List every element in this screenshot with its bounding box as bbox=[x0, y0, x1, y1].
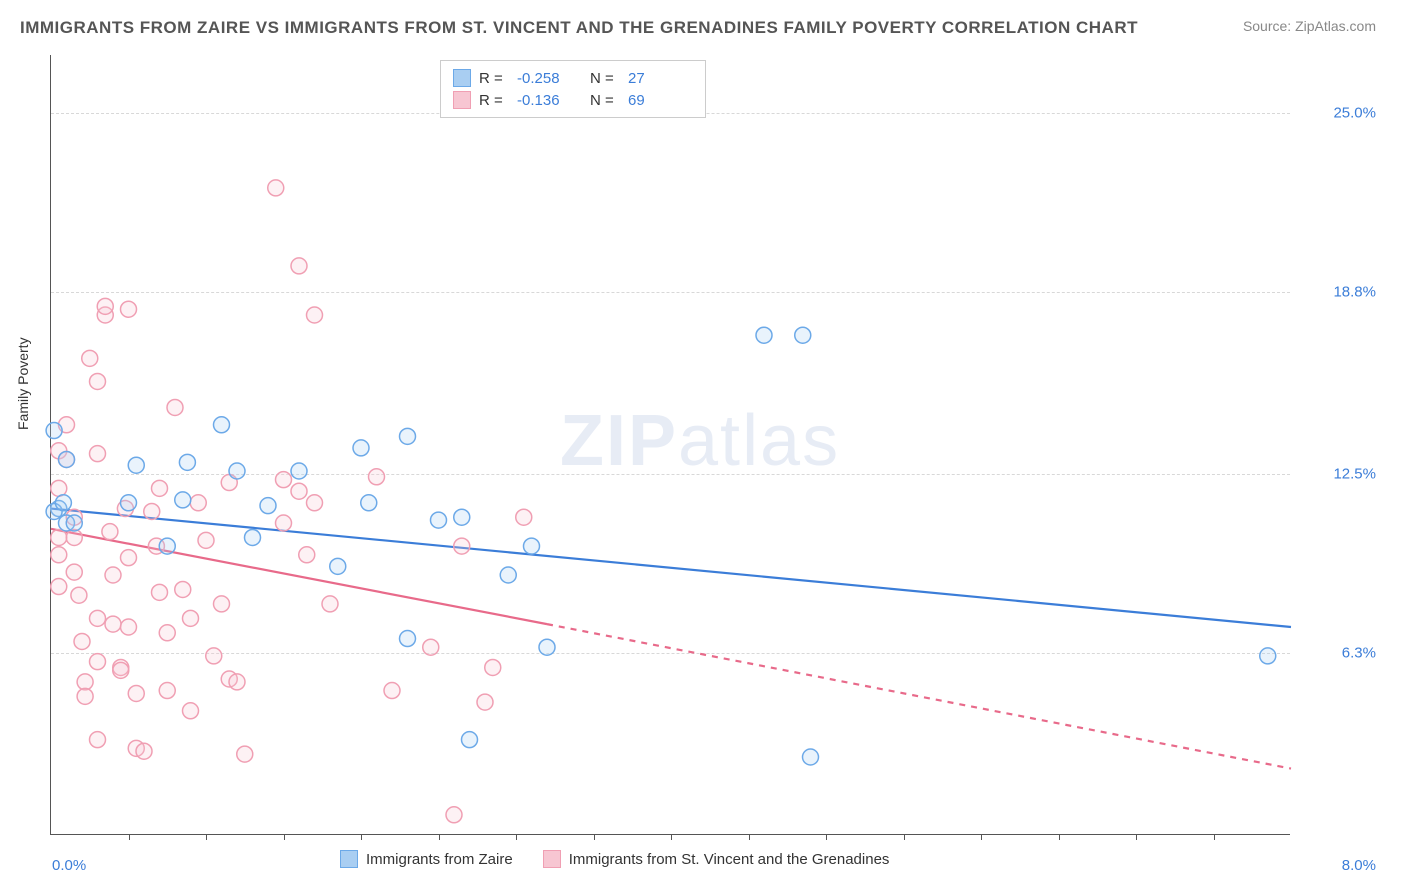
swatch-zaire-icon bbox=[453, 69, 471, 87]
x-tick-mark bbox=[1136, 834, 1137, 840]
legend-label-stvincent: Immigrants from St. Vincent and the Gren… bbox=[569, 851, 890, 868]
swatch-zaire-icon bbox=[340, 850, 358, 868]
swatch-stvincent-icon bbox=[543, 850, 561, 868]
y-tick-label: 6.3% bbox=[1342, 645, 1376, 662]
legend-label-zaire: Immigrants from Zaire bbox=[366, 851, 513, 868]
x-tick-mark bbox=[594, 834, 595, 840]
r-value-stvincent: -0.136 bbox=[517, 92, 582, 109]
legend-row-stvincent: R = -0.136 N = 69 bbox=[453, 89, 693, 111]
x-tick-mark bbox=[749, 834, 750, 840]
x-tick-mark bbox=[439, 834, 440, 840]
x-tick-mark bbox=[826, 834, 827, 840]
legend-item-zaire: Immigrants from Zaire bbox=[340, 850, 513, 868]
y-tick-label: 12.5% bbox=[1333, 465, 1376, 482]
x-tick-mark bbox=[516, 834, 517, 840]
r-value-zaire: -0.258 bbox=[517, 70, 582, 87]
y-tick-label: 25.0% bbox=[1333, 104, 1376, 121]
swatch-stvincent-icon bbox=[453, 91, 471, 109]
legend-item-stvincent: Immigrants from St. Vincent and the Gren… bbox=[543, 850, 890, 868]
n-label: N = bbox=[590, 92, 620, 109]
n-value-stvincent: 69 bbox=[628, 92, 693, 109]
chart-title: IMMIGRANTS FROM ZAIRE VS IMMIGRANTS FROM… bbox=[20, 18, 1138, 38]
series-legend: Immigrants from Zaire Immigrants from St… bbox=[340, 850, 889, 868]
x-tick-mark bbox=[361, 834, 362, 840]
x-tick-mark bbox=[904, 834, 905, 840]
y-tick-label: 18.8% bbox=[1333, 283, 1376, 300]
source-label: Source: ZipAtlas.com bbox=[1243, 18, 1376, 34]
x-tick-mark bbox=[671, 834, 672, 840]
y-axis-label: Family Poverty bbox=[15, 337, 31, 430]
x-tick-mark bbox=[206, 834, 207, 840]
r-label: R = bbox=[479, 92, 509, 109]
legend-row-zaire: R = -0.258 N = 27 bbox=[453, 67, 693, 89]
x-tick-mark bbox=[1214, 834, 1215, 840]
r-label: R = bbox=[479, 70, 509, 87]
n-value-zaire: 27 bbox=[628, 70, 693, 87]
x-tick-min: 0.0% bbox=[52, 857, 86, 874]
x-tick-mark bbox=[129, 834, 130, 840]
plot-area bbox=[50, 55, 1290, 835]
x-tick-mark bbox=[1059, 834, 1060, 840]
x-tick-mark bbox=[981, 834, 982, 840]
n-label: N = bbox=[590, 70, 620, 87]
x-tick-mark bbox=[284, 834, 285, 840]
correlation-legend: R = -0.258 N = 27 R = -0.136 N = 69 bbox=[440, 60, 706, 118]
scatter-svg bbox=[51, 55, 1290, 834]
x-tick-max: 8.0% bbox=[1342, 857, 1376, 874]
